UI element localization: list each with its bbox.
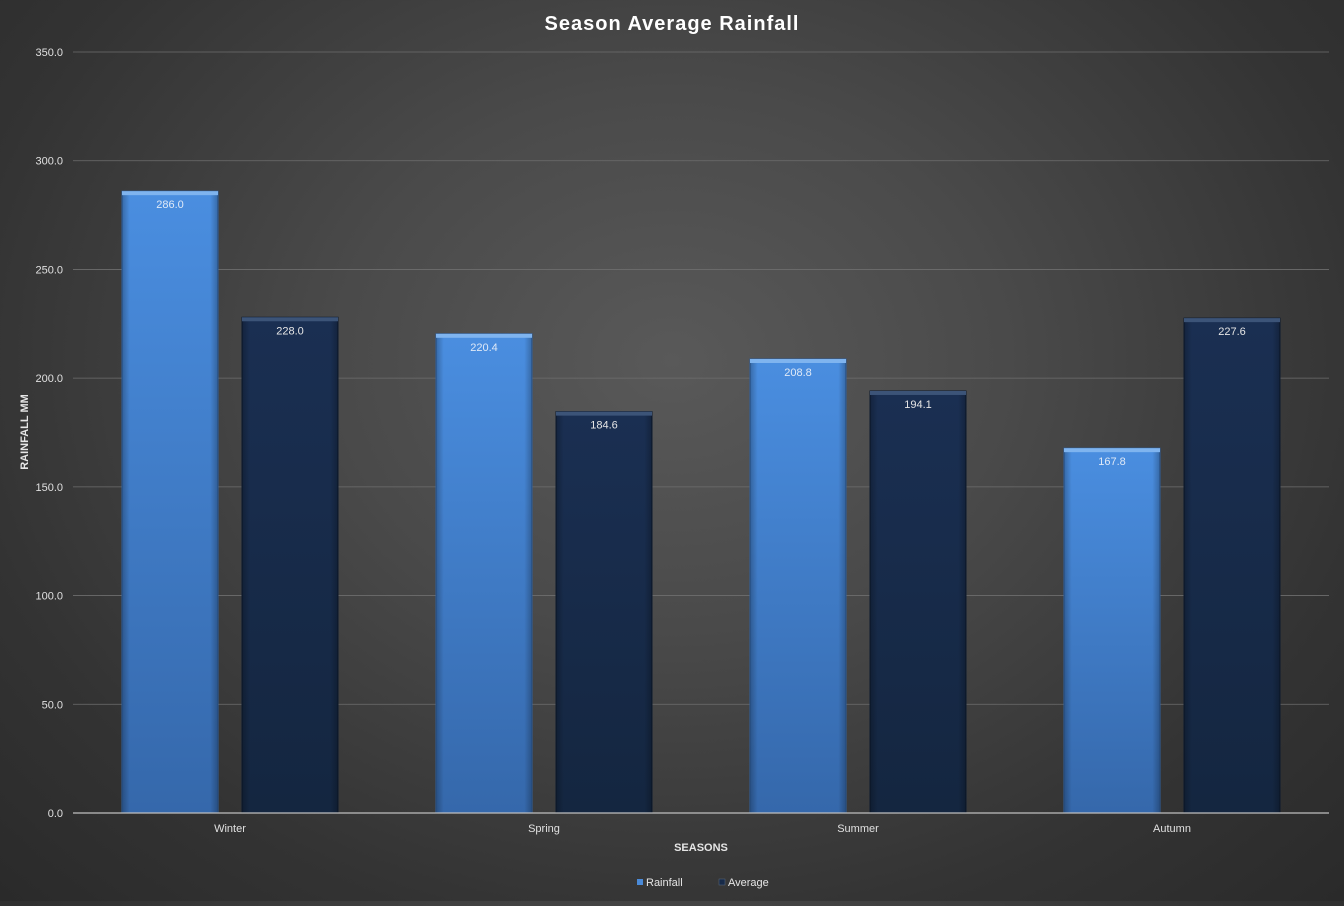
data-label-rainfall-spring: 220.4	[470, 342, 498, 354]
y-tick-label: 250.0	[35, 264, 63, 276]
y-tick-label: 150.0	[35, 482, 63, 494]
bar-cap-average-autumn	[1184, 318, 1280, 323]
x-axis-title: SEASONS	[674, 842, 728, 854]
x-tick-label: Summer	[837, 823, 879, 835]
bar-shade-average-autumn	[1184, 318, 1280, 813]
data-labels: 286.0 228.0 220.4 184.6 208.8 194.1 167.8 227.6	[156, 199, 1246, 468]
y-tick-label: 350.0	[35, 47, 63, 59]
legend: Rainfall Average	[637, 877, 769, 889]
data-label-rainfall-winter: 286.0	[156, 199, 184, 211]
bar-shade-average-spring	[556, 411, 652, 813]
bar-shade-average-winter	[242, 317, 338, 813]
bar-cap-rainfall-spring	[436, 333, 532, 338]
data-label-rainfall-summer: 208.8	[784, 367, 812, 379]
bar-cap-rainfall-autumn	[1064, 448, 1160, 453]
data-label-average-winter: 228.0	[276, 325, 304, 337]
x-tick-label: Winter	[214, 823, 246, 835]
legend-label-rainfall: Rainfall	[646, 877, 683, 889]
bar-cap-average-spring	[556, 411, 652, 416]
bar-shade-rainfall-winter	[122, 191, 218, 813]
data-label-average-spring: 184.6	[590, 420, 618, 432]
x-axis-ticks: Winter Spring Summer Autumn	[214, 823, 1191, 835]
y-tick-label: 100.0	[35, 591, 63, 603]
y-tick-label: 200.0	[35, 373, 63, 385]
bars	[121, 190, 1281, 814]
bar-cap-average-summer	[870, 390, 966, 395]
y-tick-label: 50.0	[42, 699, 63, 711]
bar-shade-rainfall-spring	[436, 333, 532, 813]
legend-label-average: Average	[728, 877, 769, 889]
x-tick-label: Spring	[528, 823, 560, 835]
chart-title: Season Average Rainfall	[545, 13, 800, 35]
y-axis-ticks: 0.0 50.0 100.0 150.0 200.0 250.0 300.0 350.0	[35, 47, 63, 820]
y-axis-title: RAINFALL MM	[19, 394, 31, 470]
bar-cap-rainfall-winter	[122, 191, 218, 196]
legend-swatch-average	[718, 878, 726, 886]
bar-shade-average-summer	[870, 390, 966, 813]
bar-cap-rainfall-summer	[750, 359, 846, 364]
y-tick-label: 300.0	[35, 156, 63, 168]
legend-swatch-rainfall	[637, 879, 643, 885]
bar-shade-rainfall-autumn	[1064, 448, 1160, 813]
data-label-average-autumn: 227.6	[1218, 326, 1246, 338]
bar-shade-rainfall-summer	[750, 359, 846, 813]
x-tick-label: Autumn	[1153, 823, 1191, 835]
bar-cap-average-winter	[242, 317, 338, 322]
data-label-average-summer: 194.1	[904, 399, 932, 411]
data-label-rainfall-autumn: 167.8	[1098, 456, 1126, 468]
y-tick-label: 0.0	[48, 808, 63, 820]
